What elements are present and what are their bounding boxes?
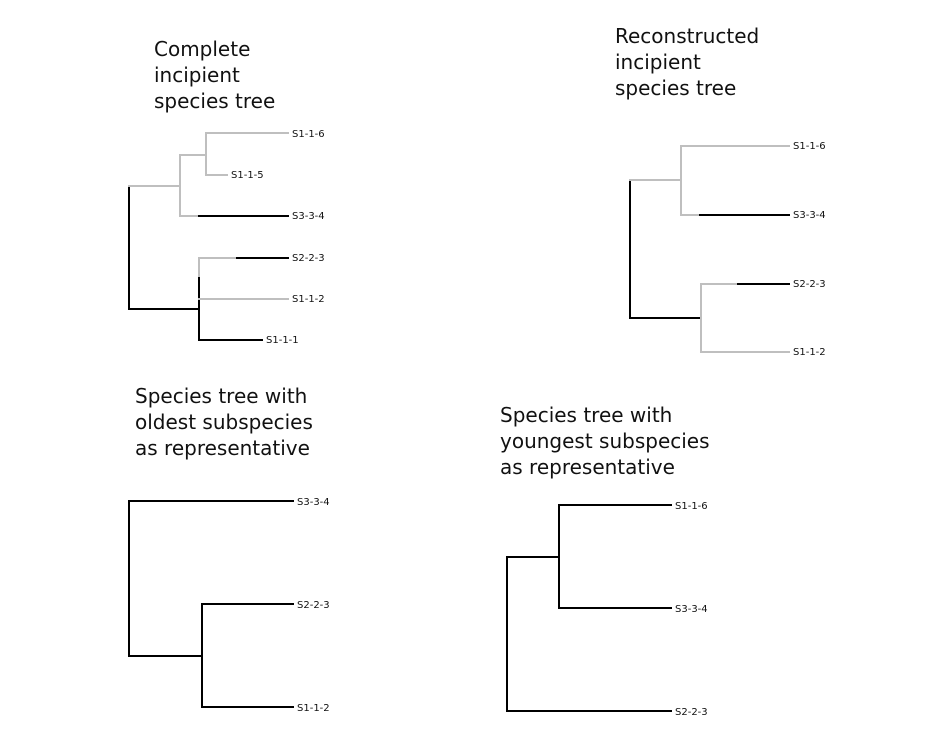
youngest-tree [506, 504, 672, 712]
tip-label: S2-2-3 [675, 707, 708, 718]
complete-tree [128, 132, 289, 341]
title-line: Reconstructed [615, 24, 760, 48]
title-line: as representative [135, 436, 310, 460]
reconstructed-tree [629, 145, 790, 353]
title-line: Species tree with [135, 384, 308, 408]
tip-label: S2-2-3 [292, 253, 325, 264]
tip-label: S3-3-4 [297, 497, 330, 508]
tip-label: S1-1-2 [292, 294, 325, 305]
title-line: as representative [500, 455, 675, 479]
title-line: oldest subspecies [135, 410, 313, 434]
oldest-tree [128, 500, 294, 708]
title-line: incipient [154, 63, 240, 87]
complete-tree-title: Complete incipient species tree [154, 36, 275, 114]
youngest-tree-title: Species tree with youngest subspecies as… [500, 402, 710, 480]
tip-label: S1-1-6 [675, 501, 708, 512]
tip-label: S1-1-6 [292, 129, 325, 140]
title-line: incipient [615, 50, 701, 74]
tip-label: S3-3-4 [292, 211, 325, 222]
tip-label: S1-1-2 [793, 347, 826, 358]
oldest-tree-title: Species tree with oldest subspecies as r… [135, 383, 313, 461]
tip-label: S1-1-2 [297, 703, 330, 714]
title-line: Complete [154, 37, 251, 61]
reconstructed-tree-title: Reconstructed incipient species tree [615, 23, 759, 101]
title-line: youngest subspecies [500, 429, 710, 453]
title-line: species tree [615, 76, 737, 100]
tip-label: S2-2-3 [793, 279, 826, 290]
title-line: species tree [154, 89, 276, 113]
tip-label: S3-3-4 [793, 210, 826, 221]
tip-label: S1-1-1 [266, 335, 299, 346]
tip-label: S3-3-4 [675, 604, 708, 615]
title-line: Species tree with [500, 403, 673, 427]
tip-label: S1-1-6 [793, 141, 826, 152]
tip-label: S1-1-5 [231, 170, 264, 181]
tip-label: S2-2-3 [297, 600, 330, 611]
